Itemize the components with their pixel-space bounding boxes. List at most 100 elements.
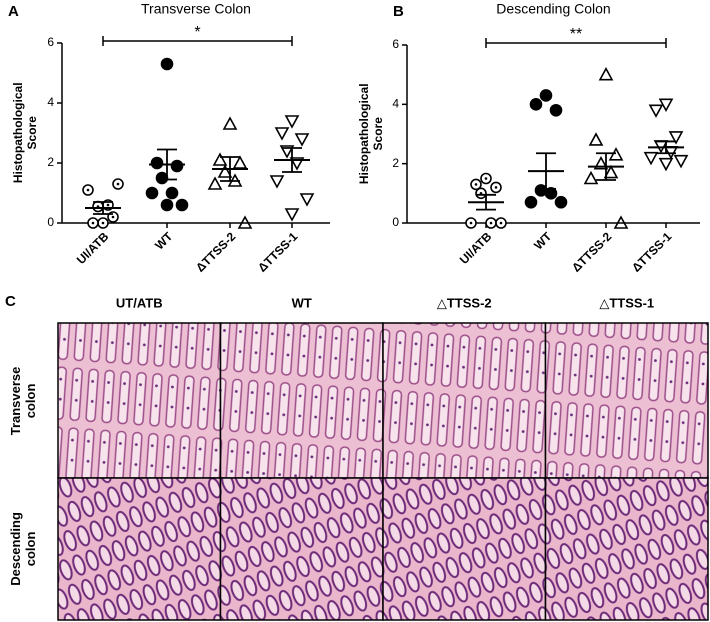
- point-dot: [86, 188, 90, 192]
- x-tick-label: WT: [152, 229, 176, 253]
- data-point: [289, 157, 305, 171]
- data-point: [284, 208, 300, 222]
- histology-image: [219, 322, 384, 479]
- histology-image: [544, 477, 709, 621]
- significance-label: **: [570, 26, 582, 43]
- data-point: [485, 217, 497, 229]
- data-point: [593, 155, 609, 170]
- data-point: [274, 127, 290, 141]
- panel-label: A: [8, 3, 19, 20]
- data-point: [284, 115, 300, 129]
- y-axis-label: Histopathological Score: [11, 82, 39, 184]
- histology-image: [57, 477, 222, 621]
- chart-title: Transverse Colon: [141, 1, 251, 17]
- data-point: [668, 131, 684, 145]
- data-point: [658, 157, 674, 172]
- point-dot: [111, 215, 115, 219]
- data-point: [648, 104, 664, 118]
- error-bar: [476, 193, 496, 211]
- data-point: [583, 170, 599, 185]
- data-point: [524, 195, 538, 209]
- chart-title: Descending Colon: [496, 1, 610, 17]
- histology-image: [219, 477, 384, 621]
- data-point: [299, 193, 315, 207]
- data-point: [598, 66, 614, 81]
- y-tick-label: 4: [392, 97, 399, 111]
- column-header: △TTSS-1: [599, 295, 654, 310]
- data-point: [175, 198, 189, 212]
- significance-bracket: [485, 38, 667, 48]
- data-point: [155, 171, 169, 185]
- y-tick-label: 2: [47, 155, 54, 169]
- data-point: [150, 156, 164, 170]
- data-point: [608, 147, 624, 161]
- point-dot: [469, 221, 473, 225]
- data-point: [539, 89, 553, 102]
- data-point: [588, 132, 604, 146]
- x-tick-label: UI/ATB: [457, 229, 495, 267]
- data-point: [673, 154, 689, 169]
- data-point: [145, 186, 159, 200]
- point-dot: [116, 182, 120, 186]
- histology-image: [382, 322, 547, 479]
- data-point: [495, 217, 507, 229]
- error-bar: [596, 152, 616, 181]
- x-tick-label: WT: [531, 229, 555, 253]
- data-point: [82, 184, 94, 196]
- y-tick-label: 0: [392, 215, 399, 229]
- panel-label: B: [393, 3, 404, 20]
- x-tick-label: ΔTTSS-1: [255, 229, 300, 274]
- data-point: [643, 151, 659, 166]
- point-dot: [484, 177, 488, 180]
- x-tick-label: UI/ATB: [74, 229, 112, 267]
- histology-image: [57, 322, 222, 479]
- point-dot: [489, 221, 493, 225]
- data-point: [480, 172, 492, 185]
- x-tick-label: ΔTTSS-1: [629, 229, 674, 274]
- error-bar: [656, 140, 676, 155]
- y-axis-label: Histopathological Score: [357, 83, 385, 185]
- data-point: [544, 187, 558, 200]
- data-point: [279, 145, 295, 159]
- y-tick-label: 2: [392, 156, 399, 170]
- data-point: [549, 103, 563, 117]
- data-point: [160, 57, 174, 71]
- point-dot: [91, 221, 95, 225]
- error-bar: [282, 147, 302, 173]
- point-dot: [494, 186, 498, 189]
- y-tick-label: 0: [47, 215, 54, 229]
- data-point: [603, 164, 619, 179]
- data-point: [529, 98, 543, 111]
- data-point: [87, 217, 99, 229]
- data-point: [232, 155, 248, 169]
- significance-label: *: [194, 24, 200, 41]
- row-label: Transverse colon: [8, 366, 38, 435]
- point-dot: [499, 221, 503, 225]
- histology-image: [382, 477, 547, 621]
- histology-image: [544, 322, 709, 479]
- x-tick-label: ΔTTSS-2: [569, 229, 614, 274]
- y-tick-label: 6: [392, 37, 399, 51]
- row-label: Descending colon: [8, 512, 38, 586]
- panel-label: C: [5, 293, 16, 310]
- data-point: [237, 215, 253, 229]
- error-bar: [220, 156, 240, 182]
- data-point: [490, 181, 502, 194]
- column-header: WT: [292, 295, 312, 310]
- data-point: [475, 187, 487, 200]
- data-point: [222, 116, 238, 130]
- data-point: [465, 217, 477, 229]
- data-point: [92, 200, 104, 213]
- data-point: [212, 152, 228, 166]
- x-tick-label: ΔTTSS-2: [193, 229, 238, 274]
- significance-bracket: [102, 36, 293, 46]
- error-bar: [536, 152, 556, 190]
- data-point: [269, 175, 285, 189]
- data-point: [97, 217, 109, 229]
- data-point: [165, 186, 179, 200]
- y-tick-label: 4: [47, 95, 54, 109]
- column-header: UT/ATB: [116, 295, 163, 310]
- data-point: [207, 176, 223, 190]
